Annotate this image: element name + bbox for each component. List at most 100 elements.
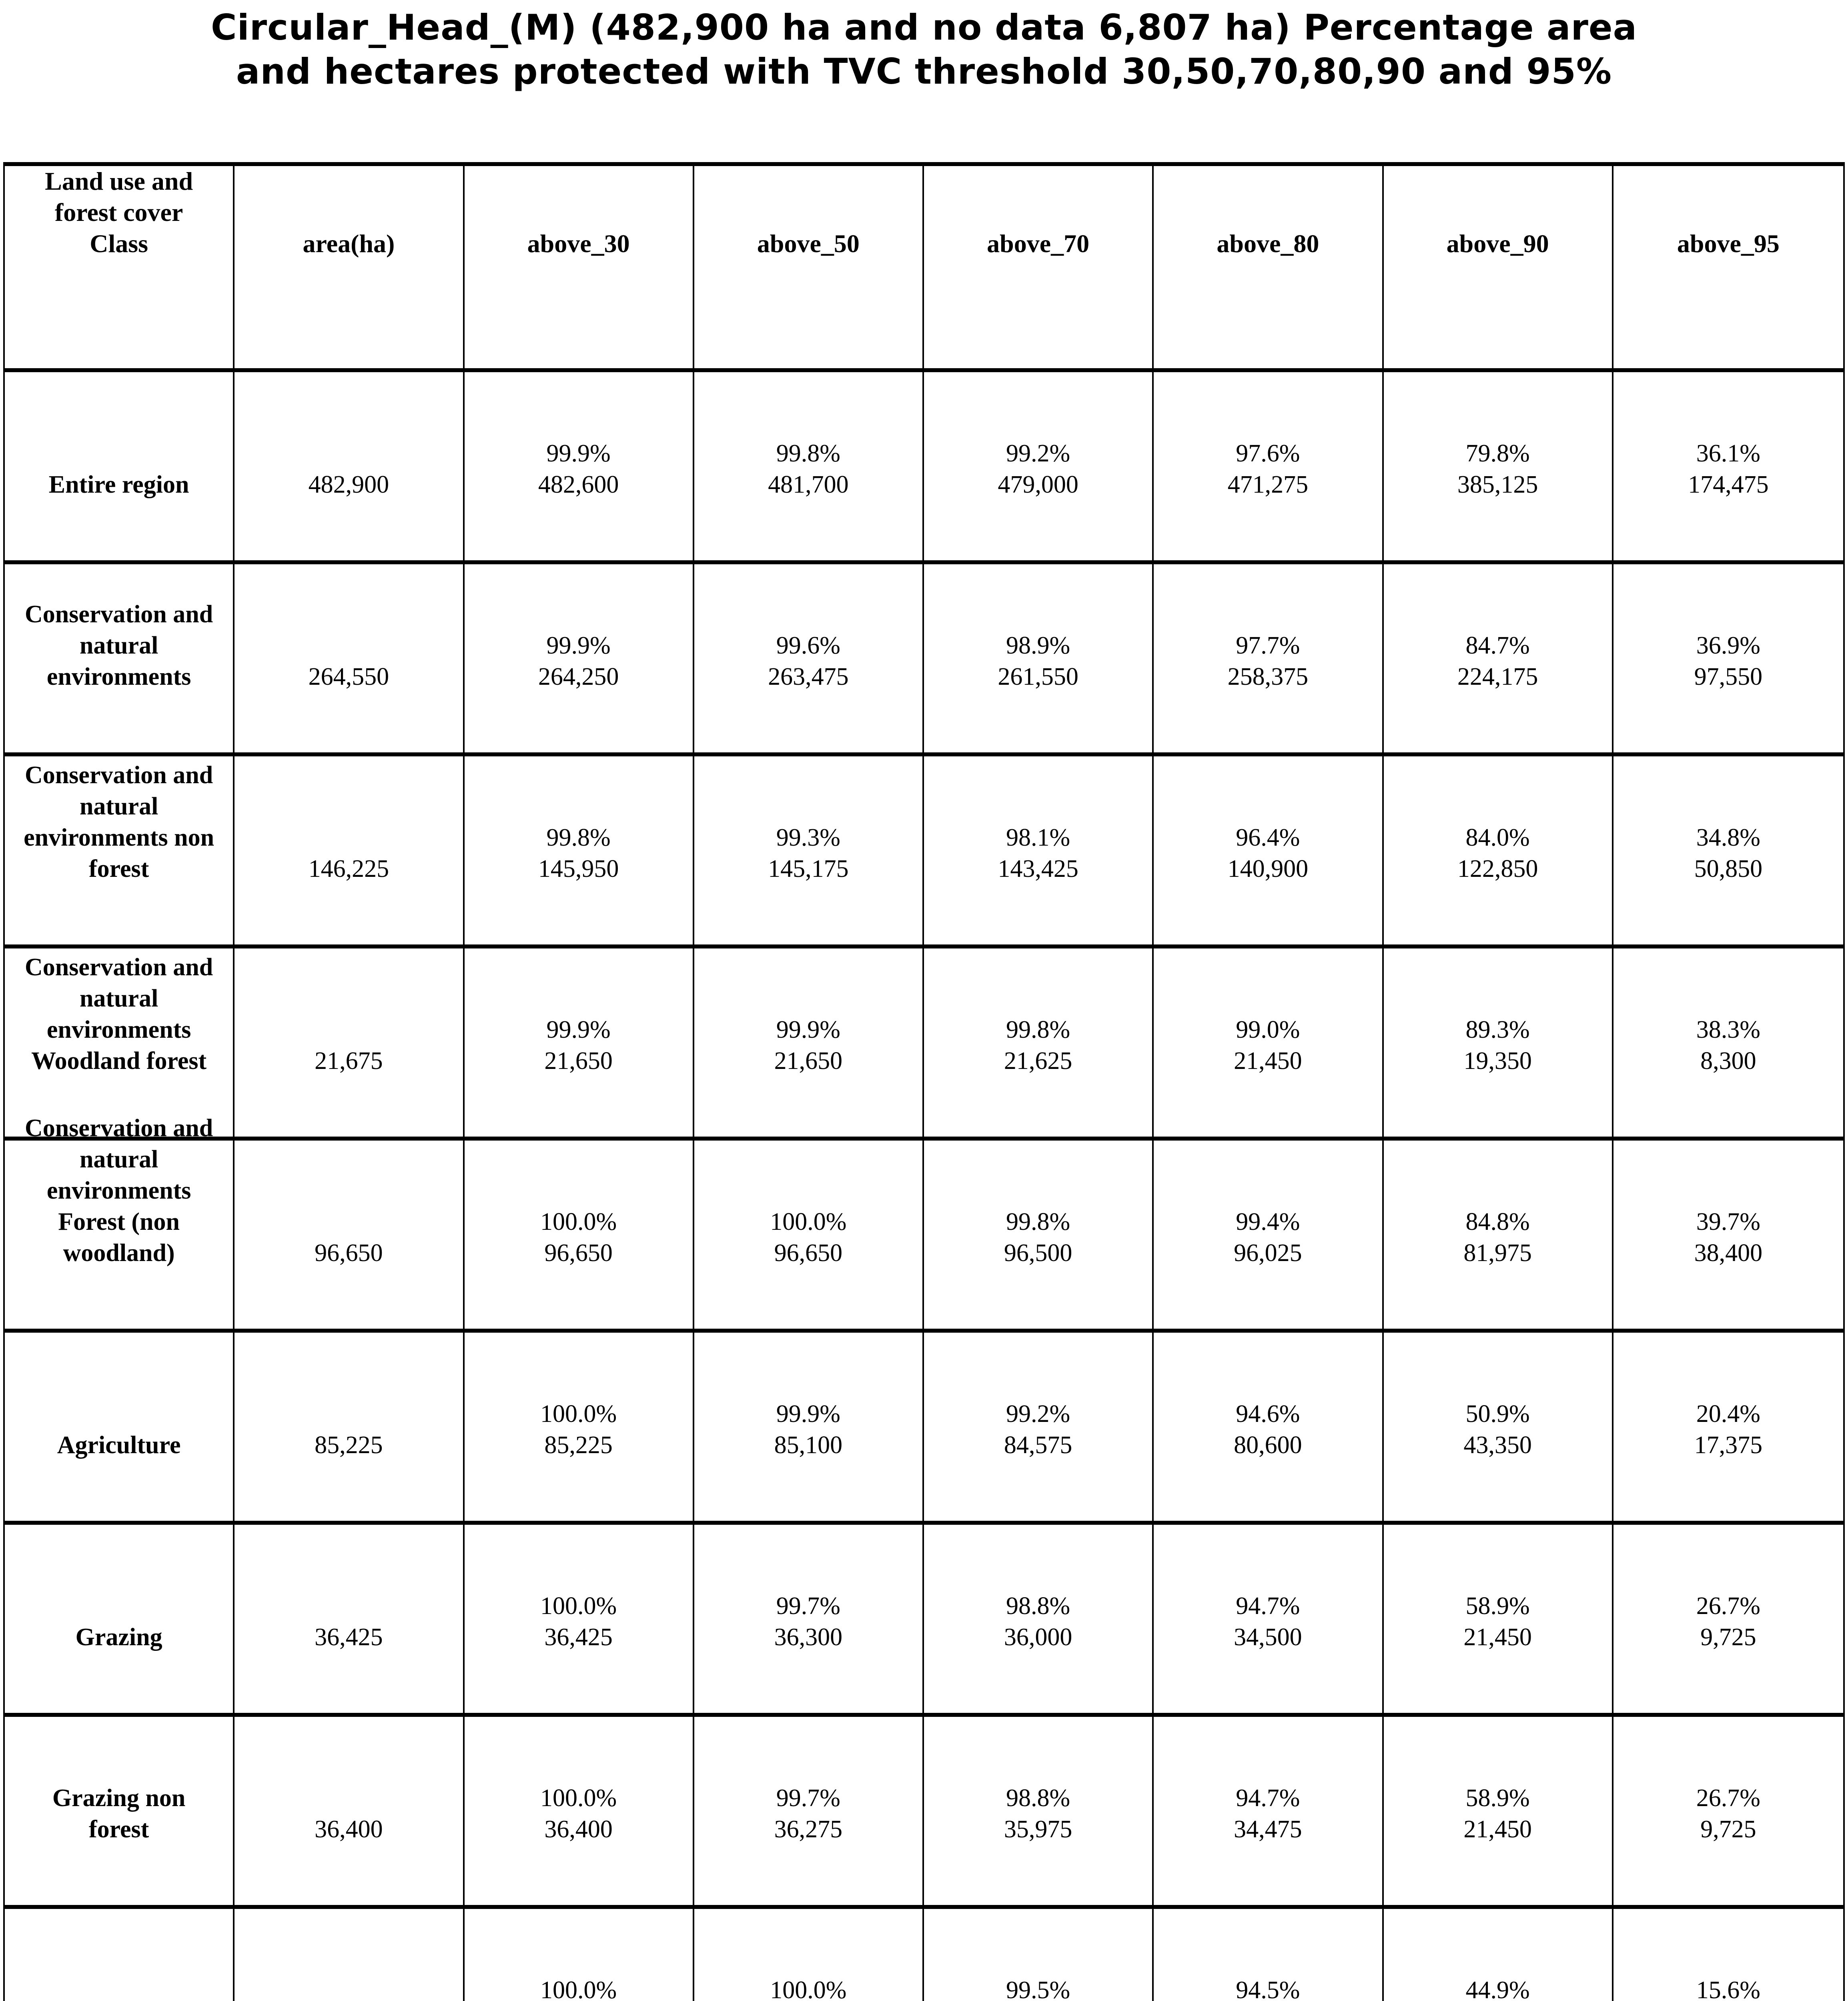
value-cell: 99.8% 21,625: [924, 948, 1154, 1141]
percent-value: 94.5%: [1236, 1977, 1300, 2001]
value-cell: 99.4% 96,025: [1154, 1141, 1384, 1333]
threshold-value: 100.0% 36,425: [466, 1590, 691, 1653]
value-cell: 98.9% 261,550: [924, 564, 1154, 756]
hectares-value: 36,425: [544, 1624, 613, 1651]
percent-value: 99.8%: [546, 824, 611, 851]
threshold-value: 36.9% 97,550: [1615, 630, 1842, 692]
row-label: Entire region: [48, 471, 189, 498]
area-value: 146,225: [308, 855, 389, 882]
threshold-value: 26.7% 9,725: [1615, 1782, 1842, 1845]
hectares-value: 84,575: [1004, 1432, 1072, 1459]
data-table: Land use and forest cover Class area(ha) a…: [5, 166, 1843, 2001]
percent-value: 98.9%: [1006, 632, 1070, 659]
threshold-value: 44.9%21,875: [1385, 1975, 1610, 2001]
percent-value: 100.0%: [540, 1784, 617, 1812]
threshold-value: 98.8% 36,000: [926, 1590, 1150, 1653]
percent-value: 99.2%: [1006, 440, 1070, 467]
value-cell: 99.7% 36,275: [694, 1717, 924, 1909]
value-cell: 98.8% 35,975: [924, 1717, 1154, 1909]
row-label: Conservation and natural environments: [25, 601, 213, 690]
row-label-cell: Irrigation: [5, 1909, 235, 2001]
hectares-value: 174,475: [1688, 471, 1769, 498]
percent-value: 99.8%: [1006, 1016, 1070, 1043]
percent-value: 98.1%: [1006, 824, 1070, 851]
percent-value: 99.9%: [776, 1400, 840, 1428]
threshold-value: 99.4% 96,025: [1155, 1206, 1380, 1269]
area-cell: 48,750: [235, 1909, 465, 2001]
row-label: Agriculture: [57, 1432, 181, 1459]
threshold-value: 99.3% 145,175: [696, 822, 921, 884]
threshold-value: 97.7% 258,375: [1155, 630, 1380, 692]
threshold-value: 84.0% 122,850: [1385, 822, 1610, 884]
percent-value: 98.8%: [1006, 1592, 1070, 1620]
column-header: above_30: [527, 229, 630, 258]
value-cell: 98.1% 143,425: [924, 756, 1154, 948]
percent-value: 99.8%: [776, 440, 840, 467]
percent-value: 96.4%: [1236, 824, 1300, 851]
row-label: Conservation and natural environments Wo…: [25, 954, 213, 1075]
threshold-value: 20.4% 17,375: [1615, 1398, 1842, 1461]
hectares-value: 96,500: [1004, 1239, 1072, 1267]
percent-value: 94.7%: [1236, 1592, 1300, 1620]
value-cell: 84.8% 81,975: [1383, 1141, 1613, 1333]
percent-value: 99.7%: [776, 1784, 840, 1812]
percent-value: 100.0%: [540, 1977, 617, 2001]
threshold-value: 99.8% 96,500: [926, 1206, 1150, 1269]
threshold-value: 34.8% 50,850: [1615, 822, 1842, 884]
hectares-value: 50,850: [1694, 855, 1763, 882]
percent-value: 34.8%: [1696, 824, 1760, 851]
value-cell: 99.3% 145,175: [694, 756, 924, 948]
threshold-value: 100.0%48,750: [466, 1975, 691, 2001]
value-cell: 34.8% 50,850: [1613, 756, 1843, 948]
area-cell: 36,400: [235, 1717, 465, 1909]
threshold-value: 79.8% 385,125: [1385, 438, 1610, 500]
value-cell: 100.0% 96,650: [694, 1141, 924, 1333]
hectares-value: 264,250: [538, 663, 619, 690]
value-cell: 99.9% 85,100: [694, 1333, 924, 1525]
threshold-value: 50.9% 43,350: [1385, 1398, 1610, 1461]
column-header: above_95: [1677, 229, 1780, 258]
threshold-value: 58.9% 21,450: [1385, 1590, 1610, 1653]
threshold-value: 89.3% 19,350: [1385, 1014, 1610, 1077]
threshold-value: 15.6%7,625: [1615, 1975, 1842, 2001]
area-cell: 146,225: [235, 756, 465, 948]
value-cell: 99.9% 482,600: [464, 372, 694, 564]
column-header: above_50: [757, 229, 860, 258]
value-cell: 89.3% 19,350: [1383, 948, 1613, 1141]
hectares-value: 96,650: [774, 1239, 843, 1267]
value-cell: 36.1% 174,475: [1613, 372, 1843, 564]
threshold-value: 98.1% 143,425: [926, 822, 1150, 884]
value-cell: 94.7% 34,475: [1154, 1717, 1384, 1909]
value-cell: 99.7% 36,300: [694, 1525, 924, 1717]
threshold-value: 99.8% 481,700: [696, 438, 921, 500]
threshold-value: 100.0%48,750: [696, 1975, 921, 2001]
hectares-value: 385,125: [1457, 471, 1538, 498]
percent-value: 79.8%: [1465, 440, 1530, 467]
row-label-cell: Grazing: [5, 1525, 235, 1717]
value-cell: 94.6% 80,600: [1154, 1333, 1384, 1525]
threshold-value: 38.3% 8,300: [1615, 1014, 1842, 1077]
hectares-value: 36,300: [774, 1624, 843, 1651]
percent-value: 100.0%: [770, 1208, 847, 1235]
hectares-value: 43,350: [1463, 1432, 1532, 1459]
percent-value: 84.7%: [1465, 632, 1530, 659]
value-cell: 100.0%48,750: [694, 1909, 924, 2001]
row-label-cell: Conservation and natural environments: [5, 564, 235, 756]
value-cell: 36.9% 97,550: [1613, 564, 1843, 756]
value-cell: 84.7% 224,175: [1383, 564, 1613, 756]
hectares-value: 80,600: [1234, 1432, 1302, 1459]
area-cell: 85,225: [235, 1333, 465, 1525]
area-cell: 482,900: [235, 372, 465, 564]
percent-value: 99.9%: [546, 440, 611, 467]
threshold-value: 94.6% 80,600: [1155, 1398, 1380, 1461]
hectares-value: 261,550: [998, 663, 1078, 690]
area-value: 264,550: [308, 663, 389, 690]
percent-value: 100.0%: [770, 1977, 847, 2001]
value-cell: 99.2% 84,575: [924, 1333, 1154, 1525]
percent-value: 44.9%: [1465, 1977, 1530, 2001]
percent-value: 100.0%: [540, 1208, 617, 1235]
percent-value: 26.7%: [1696, 1784, 1760, 1812]
threshold-value: 97.6% 471,275: [1155, 438, 1380, 500]
area-cell: 264,550: [235, 564, 465, 756]
